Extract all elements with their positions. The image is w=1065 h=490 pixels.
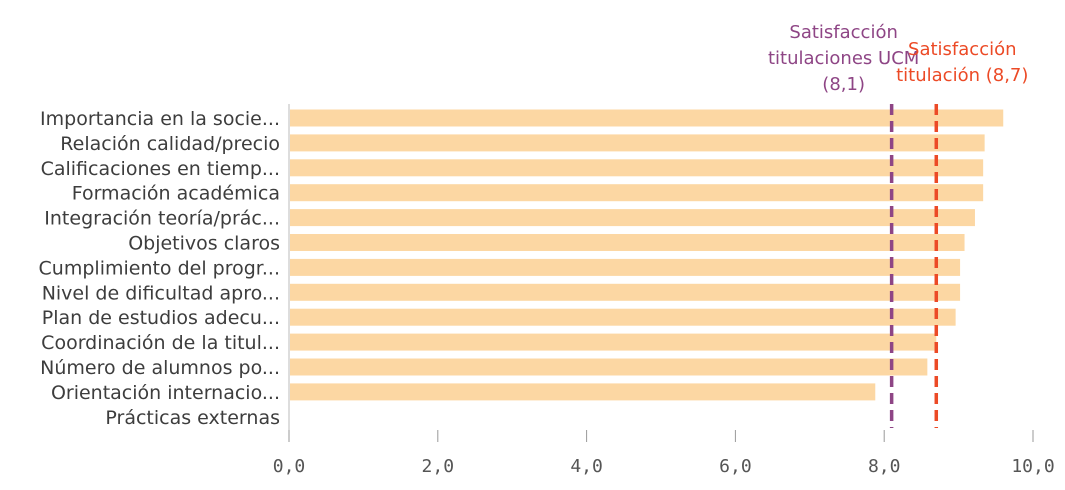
category-label: Calificaciones en tiemp... xyxy=(41,158,280,180)
category-label: Número de alumnos po... xyxy=(40,357,280,379)
reference-line-label: Satisfacción xyxy=(789,22,897,43)
category-label: Prácticas externas xyxy=(105,407,280,429)
reference-line-label: Satisfacción xyxy=(908,39,1016,60)
x-tick-label: 0,0 xyxy=(273,456,306,477)
category-labels: Importancia en la socie... Relación calid… xyxy=(39,108,280,429)
bar[interactable] xyxy=(290,209,975,227)
category-label: Objetivos claros xyxy=(128,233,280,255)
category-label: Relación calidad/precio xyxy=(60,133,280,155)
category-label: Coordinación de la titul... xyxy=(41,332,280,354)
x-tick-label: 10,0 xyxy=(1011,456,1054,477)
bar[interactable] xyxy=(290,234,965,251)
category-label: Cumplimiento del progr... xyxy=(39,257,280,279)
reference-line-label: titulación (8,7) xyxy=(896,65,1028,86)
category-label: Orientación internacio... xyxy=(51,382,280,404)
bar[interactable] xyxy=(290,134,985,152)
bar[interactable] xyxy=(290,159,984,177)
bar[interactable] xyxy=(290,308,956,326)
category-label: Formación académica xyxy=(72,183,280,205)
x-axis: 0,0 2,0 4,0 6,0 8,0 10,0 xyxy=(273,104,1055,477)
bar[interactable] xyxy=(290,383,876,401)
bar[interactable] xyxy=(290,184,984,202)
bars-group xyxy=(290,109,1004,401)
bar[interactable] xyxy=(290,283,961,301)
reference-line-label: titulaciones UCM xyxy=(768,48,919,69)
x-tick-label: 2,0 xyxy=(422,456,455,477)
bar[interactable] xyxy=(290,109,1004,127)
bar[interactable] xyxy=(290,358,928,376)
category-label: Nivel de dificultad apro... xyxy=(42,282,280,304)
x-tick-label: 4,0 xyxy=(570,456,603,477)
x-tick-label: 8,0 xyxy=(868,456,901,477)
bar[interactable] xyxy=(290,333,937,351)
category-label: Plan de estudios adecu... xyxy=(42,307,280,329)
reference-line-label: (8,1) xyxy=(822,74,865,95)
category-label: Integración teoría/prác... xyxy=(44,208,280,230)
category-label: Importancia en la socie... xyxy=(40,108,280,130)
x-tick-label: 6,0 xyxy=(719,456,752,477)
bar[interactable] xyxy=(290,258,961,276)
